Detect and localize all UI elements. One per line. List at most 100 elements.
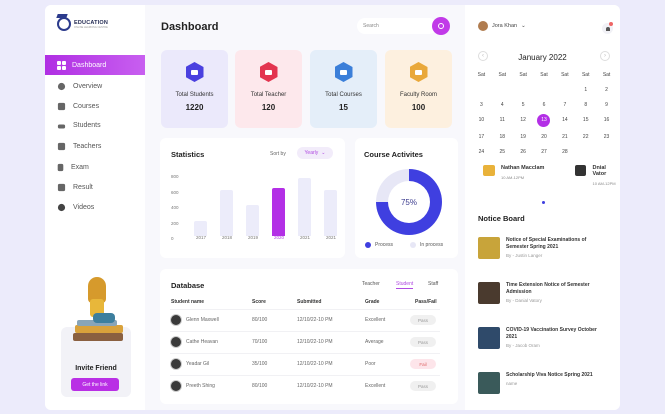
calendar-day[interactable]: 11: [499, 117, 505, 123]
x-tick: 2021: [325, 235, 336, 240]
calendar-day[interactable]: 12: [520, 117, 526, 123]
calendar-day[interactable]: 14: [562, 117, 568, 123]
calendar-day[interactable]: 22: [582, 134, 589, 140]
calendar-day[interactable]: 13: [537, 114, 551, 127]
search-button[interactable]: [432, 17, 450, 35]
chevron-down-icon: ⌄: [521, 23, 526, 29]
calendar-day[interactable]: 19: [520, 134, 526, 140]
calendar-day[interactable]: 23: [603, 134, 610, 140]
sort-dropdown[interactable]: Yearly ⌄: [297, 147, 333, 159]
calendar-day[interactable]: 21: [562, 134, 568, 140]
calendar-day[interactable]: 18: [499, 134, 506, 140]
stat-card-total-courses[interactable]: Total Courses 15: [310, 50, 377, 128]
column-header[interactable]: Student name: [171, 299, 205, 305]
tab-teacher[interactable]: Teacher: [362, 281, 380, 287]
calendar-day[interactable]: 27: [541, 149, 547, 155]
table-row[interactable]: Preeth Shing 80/100 12/10/22-10 PM Excel…: [170, 375, 440, 396]
calendar-day[interactable]: 3: [480, 102, 483, 108]
graduation-cap-icon: [185, 62, 204, 82]
calendar-day[interactable]: 28: [562, 149, 568, 155]
faculty-room-icon: [409, 62, 428, 82]
bar-2018[interactable]: [220, 189, 233, 236]
notice-item[interactable]: COVID-19 Vaccination Survey October 2021…: [478, 327, 608, 367]
percent-label: 75%: [400, 197, 417, 207]
table-row[interactable]: Glenn Maxwell 80/100 12/10/22-10 PM Exce…: [170, 309, 440, 330]
carousel-indicator[interactable]: [542, 201, 545, 204]
calendar-day[interactable]: 5: [521, 102, 525, 108]
notice-thumbnail: [478, 237, 500, 259]
calendar-day: [596, 148, 617, 157]
sidebar-item-result[interactable]: Result: [57, 183, 93, 192]
calendar-day[interactable]: 20: [541, 134, 547, 140]
bar-2021[interactable]: [298, 177, 311, 236]
score: 70/100: [252, 339, 268, 345]
statistics-card: Statistics Sort by Yearly ⌄ 800 600 400 200 0…: [160, 138, 345, 258]
sidebar-item-teachers[interactable]: Teachers: [57, 142, 101, 151]
notification-button[interactable]: [602, 22, 613, 34]
bar-2020[interactable]: [272, 187, 285, 236]
student-illustration: [73, 277, 125, 347]
sidebar-item-dashboard[interactable]: Dashboard: [45, 55, 145, 75]
notice-thumbnail: [478, 372, 500, 394]
calendar-day[interactable]: 8: [584, 102, 588, 108]
stat-card-total-students[interactable]: Total Students 1220: [161, 50, 228, 128]
calendar-title: January 2022: [518, 53, 567, 62]
notice-author: By - Danial Vatory: [506, 298, 542, 303]
teacher-board-icon: [259, 62, 278, 82]
bar-2021[interactable]: [324, 189, 337, 236]
column-header[interactable]: Pass/Fail: [415, 299, 437, 305]
calendar-day[interactable]: 1: [584, 87, 588, 93]
notice-item[interactable]: Notice of Special Examinations of Semest…: [478, 237, 608, 277]
tab-staff[interactable]: Staff: [428, 281, 439, 287]
bar-2019[interactable]: [246, 205, 259, 236]
grade: Excellent: [365, 317, 386, 323]
prev-month-button[interactable]: ‹: [478, 51, 488, 61]
sidebar-item-courses[interactable]: Courses: [57, 102, 99, 111]
notice-item[interactable]: Time Extension Notice of Semester Admiss…: [478, 282, 608, 322]
sidebar-item-overview[interactable]: Overview: [57, 82, 102, 91]
search-input[interactable]: Search: [357, 18, 437, 34]
notice-title: COVID-19 Vaccination Survey October 2021: [506, 327, 597, 340]
score: 35/100: [252, 361, 268, 367]
calendar-day[interactable]: 4: [500, 102, 504, 108]
calendar-day[interactable]: 16: [603, 117, 610, 123]
column-header[interactable]: Grade: [365, 299, 380, 305]
tab-student[interactable]: Student: [396, 281, 414, 289]
column-header[interactable]: Score: [252, 299, 266, 305]
schedule-icon: [575, 165, 587, 176]
column-header[interactable]: Submitted: [297, 299, 322, 305]
brand-logo[interactable]: EDUCATION ONLINE LEARNING CENTRE: [57, 17, 108, 31]
schedule-item[interactable]: Nathan Macclam 10 AM-12PM: [483, 165, 544, 195]
stat-card-faculty-room[interactable]: Faculty Room 100: [385, 50, 452, 128]
calendar-day[interactable]: 15: [582, 117, 589, 123]
notice-item[interactable]: Scholarship Viva Notice Spring 2021 name: [478, 372, 608, 410]
notice-thumbnail: [478, 327, 500, 349]
grade: Average: [365, 339, 384, 345]
calendar-day[interactable]: 6: [542, 102, 546, 108]
x-tick: 2020: [273, 235, 284, 240]
calendar-day[interactable]: 7: [563, 102, 567, 108]
calendar-day[interactable]: 25: [499, 149, 506, 155]
calendar-day[interactable]: 17: [478, 134, 485, 140]
schedule-item[interactable]: Dnial Vator 10 AM-12PM: [575, 165, 620, 195]
database-title: Database: [171, 281, 205, 290]
get-link-button[interactable]: Get the link: [71, 378, 119, 391]
schedule-icon: [483, 165, 495, 176]
calendar-day[interactable]: 24: [478, 149, 485, 155]
sidebar-item-exam[interactable]: Exam: [57, 163, 89, 172]
stat-card-total-teacher[interactable]: Total Teacher 120: [235, 50, 302, 128]
user-menu[interactable]: Jora Khan ⌄: [478, 21, 526, 31]
sidebar-item-videos[interactable]: Videos: [57, 203, 94, 212]
table-row[interactable]: Yeadar Gil 35/100 12/10/22-10 PM Poor Fa…: [170, 353, 440, 374]
sidebar-item-students[interactable]: Students: [57, 122, 101, 129]
calendar-day[interactable]: 2: [605, 87, 608, 93]
calendar-day[interactable]: 9: [605, 102, 608, 108]
invite-friend-card: Invite Friend Get the link: [61, 265, 136, 400]
next-month-button[interactable]: ›: [600, 51, 610, 61]
bar-2017[interactable]: [194, 220, 207, 236]
calendar-day[interactable]: 26: [520, 149, 526, 155]
table-row[interactable]: Cathe Heavan 70/100 12/10/22-10 PM Avera…: [170, 331, 440, 352]
notice-title: Notice of Special Examinations of Semest…: [506, 237, 587, 250]
calendar-day[interactable]: 10: [478, 117, 485, 123]
course-activities-title: Course Activites: [364, 150, 423, 159]
